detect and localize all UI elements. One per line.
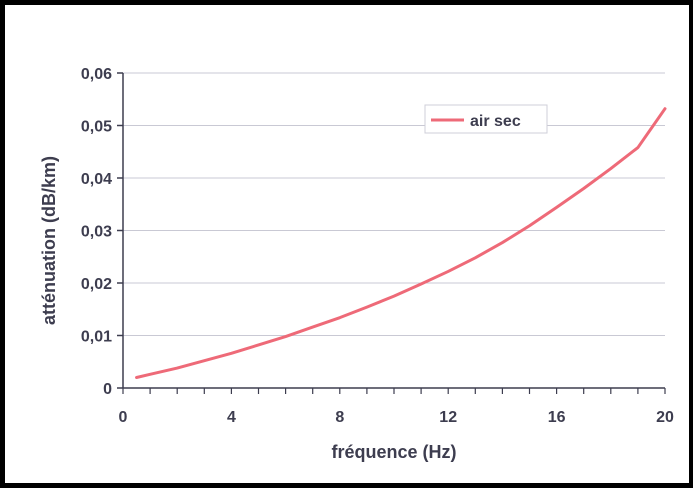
x-tick-label: 16 <box>548 409 566 426</box>
x-tick-label: 8 <box>335 409 344 426</box>
x-tick-label: 12 <box>439 409 457 426</box>
series-line-air-sec <box>135 107 667 379</box>
legend: air sec <box>424 104 548 134</box>
x-tick-label: 0 <box>119 409 128 426</box>
y-tick-label: 0,04 <box>81 171 112 188</box>
tick-labels: 0 0,01 0,02 0,03 0,04 0,05 0,06 0 4 8 12 16 20 <box>81 66 674 426</box>
y-tick-label: 0,02 <box>81 276 112 293</box>
legend-label-air-sec: air sec <box>470 113 521 130</box>
y-axis-title: atténuation (dB/km) <box>39 156 59 325</box>
grid-lines <box>123 72 665 336</box>
axes <box>117 72 666 394</box>
y-tick-label: 0,06 <box>81 66 112 83</box>
series-layer <box>135 107 667 379</box>
y-tick-label: 0 <box>103 381 112 398</box>
x-tick-label: 20 <box>656 409 674 426</box>
y-tick-label: 0,01 <box>81 329 112 346</box>
y-tick-label: 0,05 <box>81 119 112 136</box>
y-tick-label: 0,03 <box>81 224 112 241</box>
chart: 0 0,01 0,02 0,03 0,04 0,05 0,06 0 4 8 12 16 20 fréqu… <box>39 66 674 462</box>
x-axis-title: fréquence (Hz) <box>331 442 456 462</box>
x-tick-label: 4 <box>227 409 236 426</box>
